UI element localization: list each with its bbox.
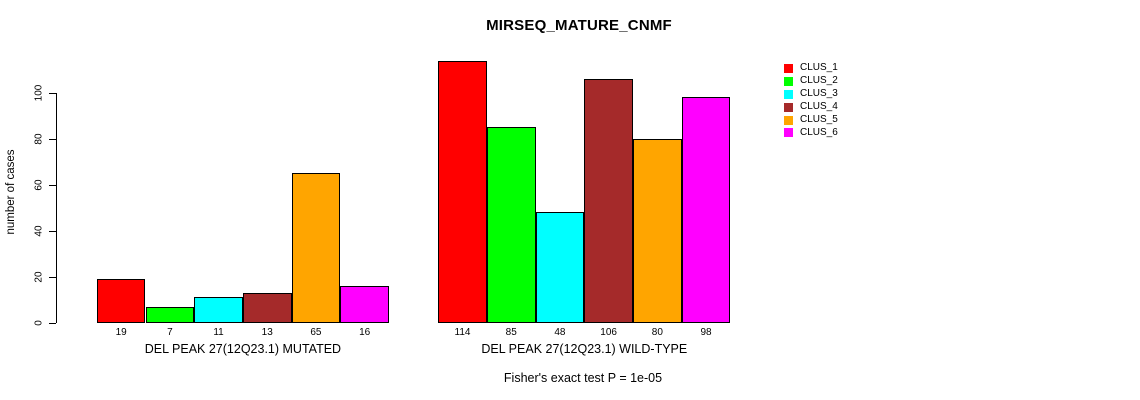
bar-value-label: 48 [554,327,566,338]
legend-item-clus_3: CLUS_3 [784,88,838,101]
legend-label: CLUS_6 [800,126,838,138]
legend: CLUS_1 CLUS_2 CLUS_3 CLUS_4 CLUS_5 CLUS_6 [784,62,838,139]
legend-swatch-icon [784,115,793,125]
legend-label: CLUS_4 [800,101,838,113]
legend-label: CLUS_5 [800,114,838,125]
legend-item-clus_5: CLUS_5 [784,114,838,127]
legend-swatch-icon [784,89,793,99]
y-tick-label: 60 [33,179,45,191]
y-tick-label: 0 [33,319,45,326]
legend-swatch-icon [784,128,793,138]
bar-clus_2-group2 [486,127,536,323]
bar-clus_5-group1 [291,173,341,323]
annotation-text: Fisher's exact test P = 1e-05 [503,371,663,385]
y-tick-mark [49,230,56,232]
bar-value-label: 98 [700,327,712,338]
y-tick-label: 20 [33,271,45,283]
legend-label: CLUS_2 [800,75,838,87]
y-tick-label: 80 [33,133,45,145]
bar-value-label: 65 [310,327,322,338]
bar-clus_3-group2 [535,212,585,323]
legend-item-clus_1: CLUS_1 [784,62,838,75]
bar-clus_3-group1 [194,297,243,323]
y-tick-label: 100 [33,84,45,102]
bar-clus_6-group2 [681,97,731,323]
bar-clus_2-group1 [145,306,195,323]
bar-value-label: 85 [505,327,517,338]
y-axis-line [56,92,57,323]
bar-clus_4-group2 [584,78,633,323]
legend-swatch-icon [784,102,793,112]
bar-value-label: 19 [115,327,127,338]
y-tick-label: 40 [33,225,45,237]
group-axis-label: DEL PEAK 27(12Q23.1) WILD-TYPE [481,342,688,356]
legend-item-clus_4: CLUS_4 [784,101,838,114]
bar-clus_1-group2 [438,60,487,323]
legend-label: CLUS_1 [800,62,838,74]
y-tick-mark [49,138,56,140]
group-axis-label: DEL PEAK 27(12Q23.1) MUTATED [144,342,342,356]
legend-swatch-icon [784,63,793,73]
y-tick-mark [49,322,56,324]
bar-value-label: 7 [167,327,173,338]
legend-swatch-icon [784,76,793,86]
bar-value-label: 80 [651,327,663,338]
legend-item-clus_2: CLUS_2 [784,75,838,88]
bar-value-label: 11 [213,327,224,338]
y-axis-label: number of cases [5,149,17,235]
bar-value-label: 13 [261,327,273,338]
bar-clus_6-group1 [340,285,389,323]
bar-clus_1-group1 [96,279,146,323]
bar-value-label: 106 [600,327,617,338]
legend-label: CLUS_3 [800,88,838,100]
chart-title: MIRSEQ_MATURE_CNMF [486,17,672,34]
bar-clus_4-group1 [242,292,292,323]
bar-value-label: 114 [454,327,471,338]
y-tick-mark [49,184,56,186]
legend-item-clus_6: CLUS_6 [784,126,838,139]
y-tick-mark [49,92,56,94]
bar-value-label: 16 [359,327,371,338]
y-tick-mark [49,276,56,278]
bar-clus_5-group2 [633,138,682,323]
